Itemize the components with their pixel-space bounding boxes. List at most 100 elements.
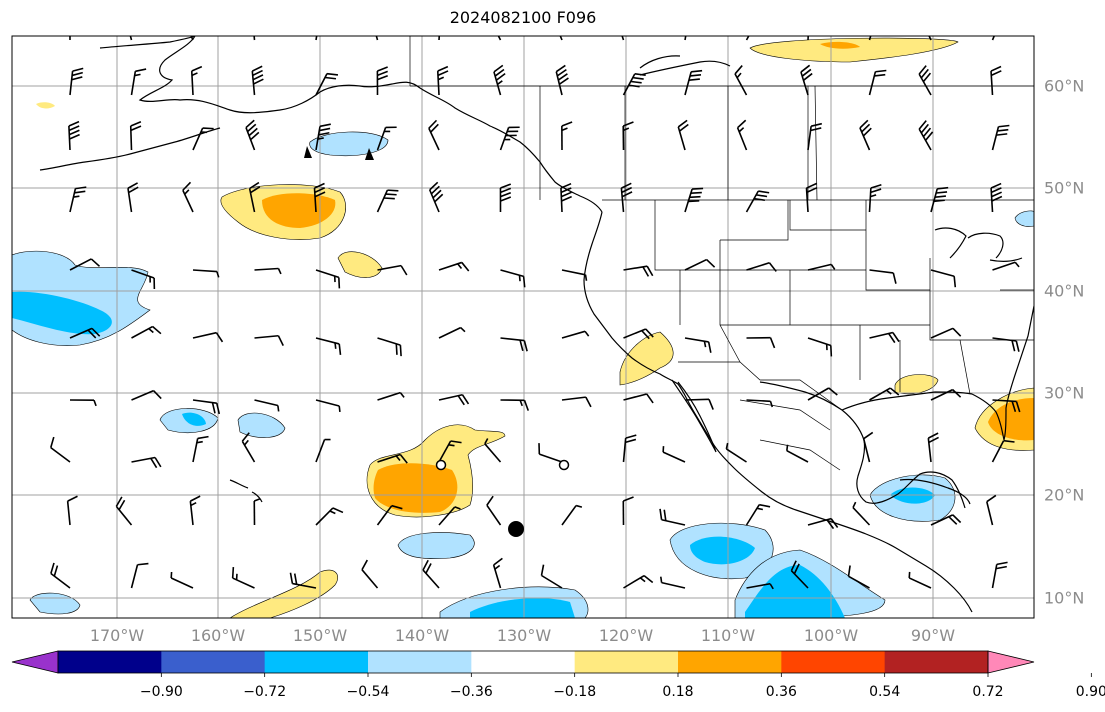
wind-barb — [428, 181, 444, 213]
wind-barb — [986, 494, 997, 526]
wind-barb — [807, 122, 822, 151]
coastlines — [39, 36, 1034, 613]
wind-barb — [561, 504, 583, 526]
colorbar-segment — [781, 651, 886, 673]
wind-barb — [289, 572, 317, 589]
wind-barb — [245, 119, 260, 151]
wind-barb — [869, 269, 897, 284]
map-title: 2024082100 F096 — [449, 8, 597, 27]
wind-barb — [131, 389, 162, 401]
colorbar — [11, 650, 1092, 677]
wind-barb — [315, 399, 341, 413]
wind-barb — [192, 399, 221, 415]
alaska-north-coast — [99, 36, 196, 49]
wind-barb — [908, 571, 932, 589]
wind-barb — [499, 126, 520, 151]
wind-barb — [930, 269, 957, 288]
wind-barb — [69, 186, 87, 213]
wind-barb — [684, 69, 703, 96]
wind-barb — [622, 121, 634, 151]
wind-barb — [129, 121, 142, 151]
wind-barb — [493, 64, 506, 96]
alaska-coast — [138, 36, 603, 213]
wind-barb — [438, 440, 462, 463]
mexico-states — [739, 399, 841, 471]
wind-barb — [361, 559, 379, 589]
positive-anomaly-gulf — [894, 374, 939, 395]
strong-positive-anomaly-hudson — [820, 41, 860, 49]
wind-barb — [684, 398, 714, 410]
calm-circle — [558, 459, 570, 471]
wind-barb — [930, 186, 949, 213]
wind-barb — [315, 72, 339, 96]
colorbar-segment — [264, 651, 369, 673]
wind-barb — [561, 330, 590, 339]
wind-barb — [807, 263, 836, 271]
wind-barb — [677, 119, 689, 151]
wind-barb — [254, 334, 284, 346]
wind-barb — [992, 337, 1020, 352]
calm-markers — [304, 146, 570, 537]
wind-barb — [930, 388, 962, 401]
wind-barb — [745, 190, 770, 213]
wind-barb — [69, 327, 101, 339]
wind-barb — [684, 258, 716, 271]
wind-barb — [170, 571, 194, 589]
wind-barb — [231, 567, 255, 589]
wind-barb — [623, 265, 654, 277]
wind-barb — [990, 65, 1002, 96]
wind-barb — [50, 562, 71, 589]
wind-barb — [68, 120, 80, 151]
wind-barb — [131, 325, 162, 339]
strong-negative-anomaly-south — [470, 598, 575, 618]
wind-barb — [192, 127, 214, 151]
wind-barb — [377, 391, 405, 401]
wind-barb — [438, 506, 461, 526]
storm-marker — [508, 521, 524, 537]
wind-barb — [992, 399, 1021, 413]
wind-barb — [500, 399, 530, 411]
wind-barb — [69, 399, 97, 407]
longitude-label: 110°W — [700, 626, 756, 645]
wind-barb — [869, 387, 900, 401]
wind-barb — [115, 496, 133, 526]
wind-barb — [561, 396, 592, 408]
wind-barb — [492, 557, 503, 589]
colorbar-segment — [574, 651, 679, 673]
wind-barb — [69, 258, 101, 271]
wind-barb — [930, 327, 962, 339]
colorbar-tick-label: −0.72 — [243, 684, 287, 700]
wind-barb — [623, 328, 654, 340]
strong-positive-anomaly-subtropical — [373, 463, 458, 513]
us-mexico-border — [678, 361, 843, 411]
longitude-label: 90°W — [910, 626, 956, 645]
longitude-label: 170°W — [89, 626, 145, 645]
wind-barb — [131, 456, 162, 469]
wind-barb — [622, 496, 634, 526]
wind-barb — [746, 262, 777, 272]
hawaii-islands — [229, 479, 263, 503]
wind-barb — [315, 438, 331, 463]
florida-coast — [971, 305, 1034, 441]
wind-barbs — [49, 36, 1021, 590]
colorbar-border — [57, 650, 989, 674]
wind-barb — [251, 65, 264, 96]
baja-coast — [671, 379, 717, 453]
wind-barb — [540, 564, 563, 589]
wind-barb — [376, 126, 397, 151]
latitude-label: 10°N — [1044, 588, 1085, 608]
wind-barb — [254, 267, 282, 275]
wind-barb — [315, 507, 344, 526]
wind-barb — [192, 269, 220, 278]
wind-barb — [484, 438, 502, 463]
positive-anomaly-small — [337, 251, 383, 278]
wind-barb — [182, 181, 194, 213]
wind-barb — [69, 67, 84, 96]
wind-barb — [991, 439, 1015, 463]
wind-barb — [746, 399, 774, 408]
wind-barb — [807, 337, 833, 357]
strong-negative-anomaly-hawaii — [182, 412, 206, 426]
latitude-label: 30°N — [1044, 383, 1085, 403]
wind-barb — [927, 432, 939, 463]
positive-anomaly-hudson — [749, 37, 959, 63]
